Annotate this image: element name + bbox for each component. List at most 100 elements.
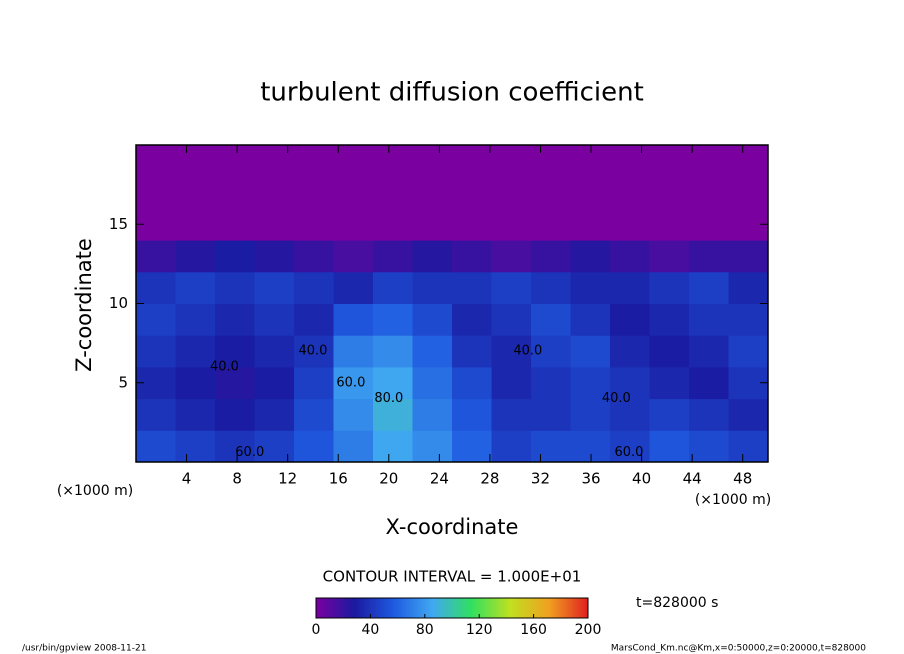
cell	[452, 240, 492, 273]
cell	[610, 366, 650, 400]
cell	[373, 366, 413, 400]
cell	[452, 398, 492, 431]
cell	[452, 208, 492, 241]
cell	[175, 366, 216, 400]
time-label: t=828000 s	[636, 595, 718, 611]
cell	[254, 240, 295, 273]
cell	[136, 335, 176, 368]
contour-label: 60.0	[336, 375, 365, 390]
x-tick-label: 4	[182, 470, 192, 488]
cell	[215, 240, 255, 273]
cell	[254, 145, 295, 178]
x-axis-label: X-coordinate	[386, 515, 519, 539]
cell	[215, 145, 255, 178]
cell	[531, 271, 571, 304]
cell	[333, 271, 374, 304]
cell	[610, 335, 650, 368]
cell	[452, 430, 492, 463]
cell	[412, 145, 453, 178]
cell	[175, 271, 216, 304]
cell	[254, 271, 295, 304]
x-tick-label: 48	[733, 470, 752, 488]
cell	[610, 303, 650, 336]
cell	[689, 208, 729, 241]
contour-label: 40.0	[602, 391, 631, 406]
y-tick-label: 15	[109, 215, 128, 233]
cell	[452, 176, 492, 209]
cell	[136, 145, 176, 178]
cell	[136, 398, 176, 431]
cell	[610, 176, 650, 209]
axes: 40.040.060.080.040.040.060.0 60.04 8 12 16 20…	[109, 144, 769, 638]
cell	[649, 271, 690, 304]
x-tick-label: 36	[581, 470, 600, 488]
cell	[689, 271, 729, 304]
cell	[689, 145, 729, 178]
x-tick-label: 16	[329, 470, 348, 488]
heatmap	[136, 145, 769, 463]
cell	[412, 208, 453, 241]
cell	[412, 398, 453, 431]
cell	[649, 398, 690, 431]
cell	[570, 271, 611, 304]
cell	[649, 335, 690, 368]
cell	[689, 366, 729, 400]
cell	[531, 176, 571, 209]
cell	[570, 145, 611, 178]
x-tick-label: 20	[379, 470, 398, 488]
cell	[649, 366, 690, 400]
cell	[491, 366, 532, 400]
cell	[333, 303, 374, 336]
cell	[412, 303, 453, 336]
cell	[373, 145, 413, 178]
cell	[215, 303, 255, 336]
contour-label: 40.0	[210, 359, 239, 374]
cell	[136, 271, 176, 304]
cell	[610, 208, 650, 241]
cell	[452, 303, 492, 336]
cell	[294, 208, 334, 241]
x-tick-label: 28	[480, 470, 499, 488]
contour-label: 40.0	[513, 344, 542, 359]
cell	[333, 430, 374, 463]
cell	[175, 240, 216, 273]
x-tick-label: 12	[278, 470, 297, 488]
cell	[728, 271, 769, 304]
cell	[610, 398, 650, 431]
cell	[649, 430, 690, 463]
cell	[294, 176, 334, 209]
cell	[491, 208, 532, 241]
cell	[373, 303, 413, 336]
cell	[728, 176, 769, 209]
cell	[570, 430, 611, 463]
cell	[294, 398, 334, 431]
colorbar-tick-label: 200	[575, 622, 602, 638]
cell	[254, 176, 295, 209]
cell	[649, 240, 690, 273]
contour-label: 80.0	[374, 391, 403, 406]
cell	[333, 398, 374, 431]
cell	[333, 366, 374, 400]
cell	[412, 240, 453, 273]
x-tick-label: 40	[632, 470, 651, 488]
cell	[689, 176, 729, 209]
cell	[294, 240, 334, 273]
cell	[728, 398, 769, 431]
colorbar-tick-label: 0	[312, 622, 321, 638]
cell	[689, 430, 729, 463]
cell	[215, 430, 255, 463]
cell	[294, 335, 334, 368]
cell	[689, 335, 729, 368]
cell	[531, 366, 571, 400]
contour-interval: CONTOUR INTERVAL = 1.000E+01	[323, 568, 582, 586]
cell	[175, 398, 216, 431]
cell	[175, 208, 216, 241]
cell	[531, 303, 571, 336]
x-tick-label: 24	[430, 470, 449, 488]
cell	[333, 145, 374, 178]
cell	[412, 271, 453, 304]
colorbar-tick-label: 120	[466, 622, 493, 638]
cell	[373, 240, 413, 273]
cell	[491, 335, 532, 368]
